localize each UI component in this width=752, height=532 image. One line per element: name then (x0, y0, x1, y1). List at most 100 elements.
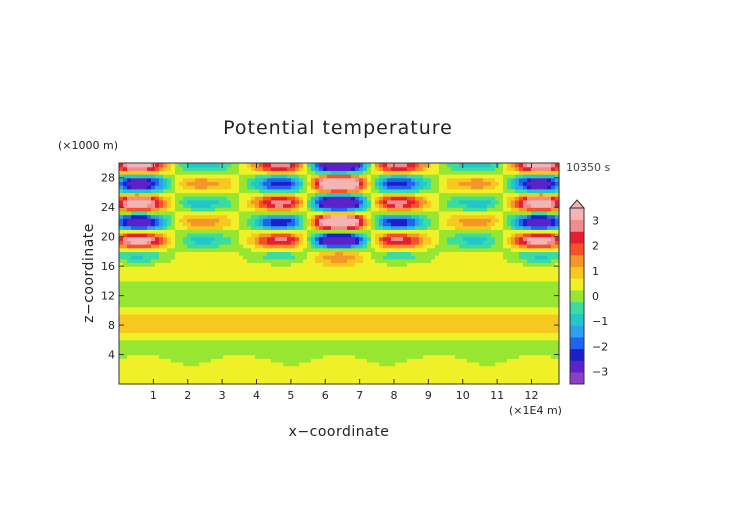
heatmap-cell (519, 266, 524, 271)
heatmap-cell (155, 244, 160, 249)
heatmap-cell (359, 225, 364, 230)
heatmap-cell (239, 288, 244, 293)
heatmap-cell (527, 262, 532, 267)
heatmap-cell (427, 225, 432, 230)
heatmap-cell (195, 266, 200, 271)
heatmap-cell (287, 262, 292, 267)
heatmap-cell (355, 306, 360, 311)
heatmap-cell (551, 332, 556, 337)
heatmap-cell (199, 240, 204, 245)
heatmap-cell (279, 314, 284, 319)
heatmap-cell (243, 339, 248, 345)
heatmap-cell (447, 328, 452, 334)
heatmap-cell (351, 354, 356, 359)
heatmap-cell (303, 325, 308, 330)
heatmap-cell (303, 310, 308, 315)
heatmap-cell (251, 266, 256, 271)
heatmap-cell (227, 269, 232, 275)
heatmap-cell (223, 376, 228, 381)
heatmap-cell (239, 317, 244, 322)
heatmap-cell (415, 369, 420, 374)
heatmap-cell (395, 221, 400, 227)
heatmap-cell (483, 266, 488, 271)
heatmap-cell (147, 372, 152, 378)
heatmap-cell (343, 343, 348, 348)
heatmap-cell (455, 295, 460, 300)
heatmap-cell (531, 299, 536, 304)
heatmap-cell (427, 372, 432, 378)
heatmap-cell (287, 380, 292, 385)
heatmap-cell (371, 229, 376, 234)
heatmap-cell (323, 288, 328, 293)
heatmap-cell (539, 321, 544, 326)
heatmap-cell (535, 325, 540, 330)
heatmap-cell (271, 317, 276, 322)
heatmap-cell (167, 310, 172, 315)
heatmap-cell (399, 273, 404, 278)
heatmap-cell (295, 229, 300, 234)
heatmap-cell (155, 236, 160, 241)
heatmap-cell (307, 236, 312, 241)
heatmap-cell (139, 306, 144, 311)
heatmap-cell (195, 255, 200, 260)
heatmap-cell (363, 240, 368, 245)
heatmap-cell (503, 306, 508, 311)
heatmap-cell (403, 306, 408, 311)
heatmap-cell (403, 321, 408, 326)
heatmap-cell (411, 251, 416, 256)
heatmap-cell (151, 317, 156, 322)
heatmap-cell (471, 314, 476, 319)
heatmap-cell (327, 328, 332, 334)
heatmap-cell (531, 310, 536, 315)
heatmap-cell (183, 221, 188, 227)
heatmap-cell (131, 247, 136, 252)
heatmap-cell (267, 328, 272, 334)
heatmap-cell (279, 288, 284, 293)
heatmap-cell (443, 339, 448, 345)
heatmap-cell (267, 266, 272, 271)
heatmap-cell (327, 361, 332, 367)
heatmap-cell (367, 369, 372, 374)
heatmap-cell (391, 343, 396, 348)
heatmap-cell (179, 328, 184, 334)
heatmap-cell (183, 244, 188, 249)
heatmap-cell (387, 247, 392, 252)
heatmap-cell (499, 358, 504, 363)
heatmap-cell (231, 328, 236, 334)
heatmap-cell (143, 247, 148, 252)
heatmap-cell (547, 372, 552, 378)
heatmap-cell (555, 218, 560, 223)
heatmap-cell (539, 266, 544, 271)
heatmap-cell (455, 277, 460, 282)
heatmap-cell (223, 247, 228, 252)
heatmap-cell (163, 325, 168, 330)
heatmap-cell (291, 325, 296, 330)
heatmap-cell (303, 258, 308, 264)
heatmap-cell (359, 251, 364, 256)
heatmap-cell (239, 299, 244, 304)
heatmap-cell (379, 236, 384, 241)
heatmap-cell (439, 321, 444, 326)
heatmap-cell (511, 336, 516, 341)
heatmap-cell (335, 247, 340, 252)
heatmap-cell (491, 372, 496, 378)
heatmap-cell (383, 321, 388, 326)
heatmap-cell (383, 232, 388, 238)
heatmap-cell (183, 251, 188, 256)
heatmap-cell (119, 277, 124, 282)
heatmap-cell (311, 380, 316, 385)
heatmap-cell (307, 269, 312, 275)
heatmap-cell (359, 236, 364, 241)
heatmap-cell (239, 258, 244, 264)
heatmap-cell (191, 310, 196, 315)
heatmap-cell (303, 277, 308, 282)
heatmap-cell (515, 251, 520, 256)
heatmap-cell (159, 336, 164, 341)
heatmap-cell (463, 325, 468, 330)
heatmap-cell (531, 306, 536, 311)
heatmap-cell (371, 251, 376, 256)
heatmap-cell (507, 225, 512, 230)
heatmap-cell (435, 284, 440, 289)
heatmap-cell (527, 221, 532, 227)
heatmap-cell (479, 288, 484, 293)
